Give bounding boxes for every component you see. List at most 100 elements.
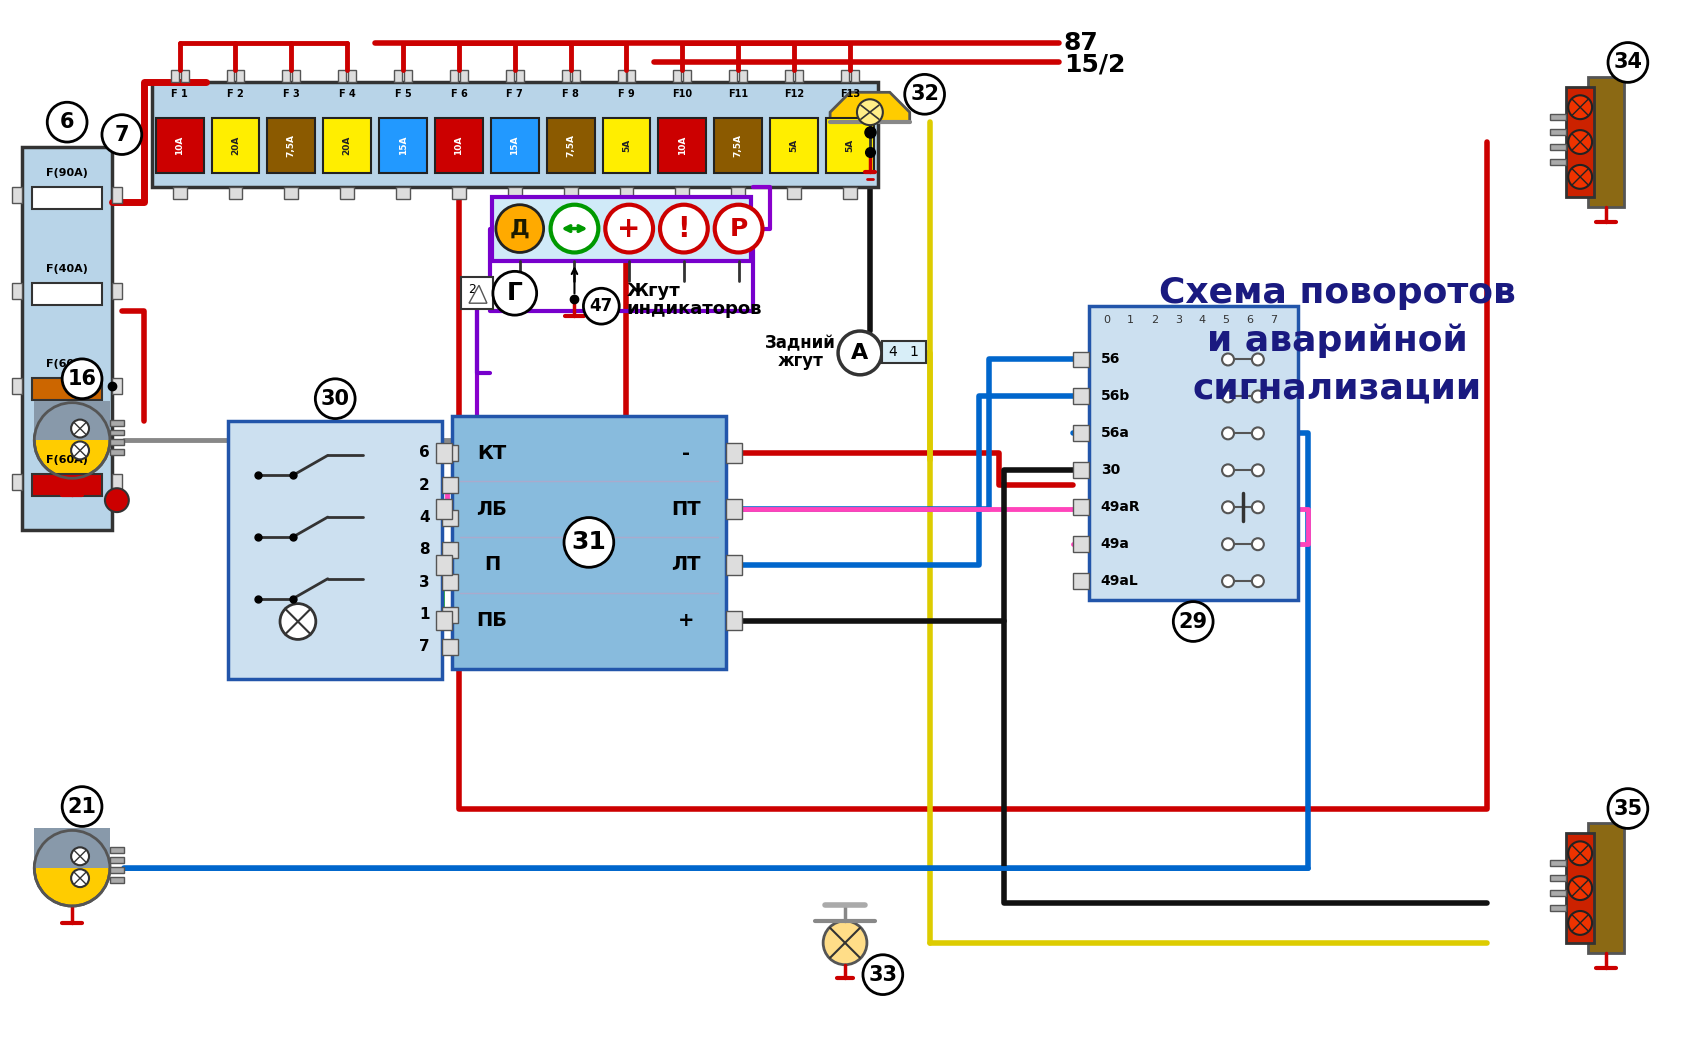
FancyBboxPatch shape	[324, 118, 371, 173]
Text: 29: 29	[1179, 612, 1208, 632]
Text: F 5: F 5	[395, 89, 411, 100]
Text: 56a: 56a	[1101, 426, 1130, 440]
Text: 7: 7	[1269, 315, 1278, 325]
FancyBboxPatch shape	[547, 118, 595, 173]
FancyBboxPatch shape	[283, 70, 290, 83]
FancyBboxPatch shape	[441, 606, 458, 622]
FancyBboxPatch shape	[339, 70, 346, 83]
Text: 3: 3	[419, 575, 429, 589]
FancyBboxPatch shape	[441, 542, 458, 558]
Text: F 8: F 8	[562, 89, 579, 100]
FancyBboxPatch shape	[1074, 388, 1089, 404]
Text: 7,5A: 7,5A	[734, 134, 743, 157]
Circle shape	[106, 489, 130, 512]
Circle shape	[564, 517, 613, 567]
FancyBboxPatch shape	[843, 187, 857, 198]
Text: Задний: Задний	[765, 334, 835, 352]
Text: 2: 2	[419, 478, 429, 493]
FancyBboxPatch shape	[460, 70, 469, 83]
Text: F 6: F 6	[450, 89, 467, 100]
Circle shape	[492, 271, 537, 315]
FancyBboxPatch shape	[172, 187, 186, 198]
Circle shape	[279, 603, 315, 639]
Circle shape	[838, 331, 883, 375]
FancyBboxPatch shape	[111, 867, 124, 873]
FancyBboxPatch shape	[516, 70, 523, 83]
FancyBboxPatch shape	[726, 554, 741, 575]
FancyBboxPatch shape	[111, 847, 124, 853]
Circle shape	[1222, 464, 1234, 476]
Text: +: +	[617, 214, 641, 243]
Text: 30: 30	[1101, 463, 1120, 477]
Text: F 4: F 4	[339, 89, 356, 100]
FancyBboxPatch shape	[786, 70, 792, 83]
Circle shape	[72, 869, 89, 887]
FancyBboxPatch shape	[111, 858, 124, 863]
FancyBboxPatch shape	[228, 187, 242, 198]
FancyBboxPatch shape	[111, 420, 124, 425]
Text: 33: 33	[869, 965, 898, 985]
Circle shape	[1252, 501, 1264, 513]
FancyBboxPatch shape	[152, 83, 878, 187]
FancyBboxPatch shape	[491, 118, 538, 173]
FancyBboxPatch shape	[508, 187, 521, 198]
Circle shape	[1222, 390, 1234, 403]
FancyBboxPatch shape	[492, 197, 750, 262]
FancyBboxPatch shape	[564, 187, 578, 198]
FancyBboxPatch shape	[22, 147, 112, 530]
FancyBboxPatch shape	[211, 118, 259, 173]
FancyBboxPatch shape	[1074, 425, 1089, 441]
Text: F12: F12	[784, 89, 804, 100]
FancyBboxPatch shape	[32, 187, 102, 209]
Text: F(60A): F(60A)	[46, 455, 89, 465]
Text: 56: 56	[1101, 353, 1120, 367]
Text: 6: 6	[1246, 315, 1254, 325]
FancyBboxPatch shape	[675, 187, 690, 198]
FancyBboxPatch shape	[452, 416, 726, 669]
FancyBboxPatch shape	[770, 118, 818, 173]
FancyBboxPatch shape	[740, 70, 746, 83]
Text: 7,5A: 7,5A	[566, 134, 576, 157]
Circle shape	[605, 205, 653, 252]
Text: 10A: 10A	[176, 136, 184, 155]
FancyBboxPatch shape	[729, 70, 738, 83]
FancyBboxPatch shape	[112, 187, 123, 202]
FancyBboxPatch shape	[111, 440, 124, 445]
Text: 16: 16	[68, 369, 97, 389]
Circle shape	[659, 205, 707, 252]
FancyBboxPatch shape	[1551, 876, 1566, 881]
FancyBboxPatch shape	[12, 187, 22, 202]
Circle shape	[1252, 576, 1264, 587]
Circle shape	[72, 420, 89, 438]
FancyBboxPatch shape	[1588, 77, 1624, 207]
FancyBboxPatch shape	[441, 477, 458, 493]
Text: жгут: жгут	[777, 352, 823, 370]
Text: 6: 6	[419, 445, 429, 460]
Text: F13: F13	[840, 89, 861, 100]
Circle shape	[1252, 353, 1264, 366]
FancyBboxPatch shape	[394, 70, 402, 83]
Text: 7,5A: 7,5A	[286, 134, 296, 157]
Text: F 2: F 2	[227, 89, 244, 100]
FancyBboxPatch shape	[155, 118, 203, 173]
Circle shape	[1252, 538, 1264, 550]
Text: 5A: 5A	[789, 139, 799, 152]
FancyBboxPatch shape	[842, 70, 849, 83]
FancyBboxPatch shape	[603, 118, 651, 173]
Text: 15A: 15A	[399, 136, 407, 155]
FancyBboxPatch shape	[32, 474, 102, 496]
Text: ПТ: ПТ	[671, 499, 700, 518]
FancyBboxPatch shape	[228, 421, 441, 679]
Circle shape	[61, 787, 102, 827]
FancyBboxPatch shape	[1074, 462, 1089, 478]
Circle shape	[1568, 877, 1592, 900]
Text: 5A: 5A	[845, 139, 854, 152]
Text: 32: 32	[910, 85, 939, 104]
Text: +: +	[678, 611, 694, 630]
FancyBboxPatch shape	[452, 187, 465, 198]
Polygon shape	[34, 829, 111, 868]
Text: Г: Г	[506, 281, 523, 305]
Polygon shape	[830, 92, 910, 122]
FancyBboxPatch shape	[441, 639, 458, 655]
FancyBboxPatch shape	[1551, 159, 1566, 165]
